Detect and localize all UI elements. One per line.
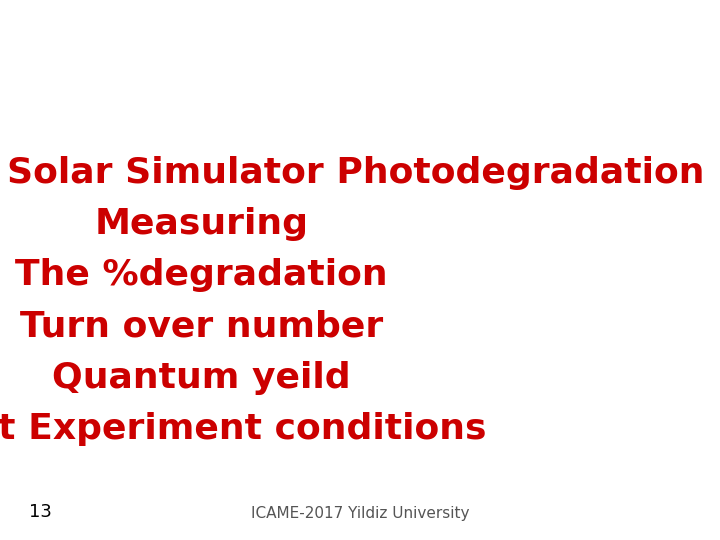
Text: 13: 13 bbox=[29, 503, 52, 521]
Text: underdifferent Experiment conditions: underdifferent Experiment conditions bbox=[0, 413, 486, 446]
Text: ICAME-2017 Yildiz University: ICAME-2017 Yildiz University bbox=[251, 506, 469, 521]
Text: Turn over number: Turn over number bbox=[20, 310, 383, 343]
Text: Quantum yeild: Quantum yeild bbox=[53, 361, 351, 395]
Text: Measuring: Measuring bbox=[94, 207, 309, 241]
Text: The %degradation: The %degradation bbox=[15, 259, 388, 292]
Text: Solar Simulator Photodegradation Experiments: Solar Simulator Photodegradation Experim… bbox=[7, 156, 720, 190]
